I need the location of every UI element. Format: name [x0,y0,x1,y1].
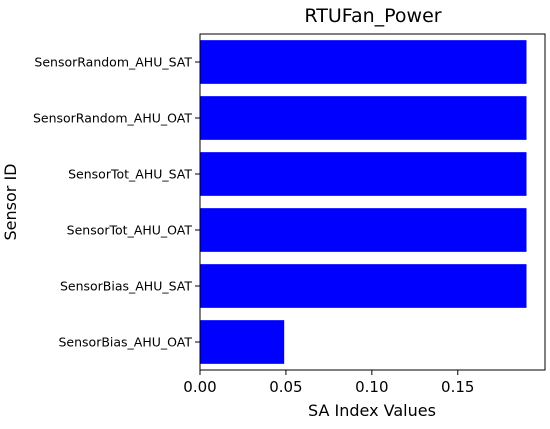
y-tick-label: SensorTot_AHU_SAT [68,167,192,182]
x-axis-label: SA Index Values [308,401,436,420]
y-tick-label: SensorBias_AHU_SAT [60,279,192,294]
bar [200,96,527,140]
x-tick-label: 0.15 [441,378,474,396]
bar [200,152,527,196]
bars-group [200,40,527,364]
plot-frame [199,33,546,371]
x-tick-label: 0.00 [183,378,216,396]
x-tick-label: 0.10 [355,378,388,396]
bar [200,264,527,308]
chart-title: RTUFan_Power [304,5,441,27]
y-tick-label: SensorBias_AHU_OAT [58,335,192,350]
bar [200,320,285,364]
y-tick-label: SensorRandom_AHU_OAT [33,111,192,126]
bar [200,208,527,252]
y-tick-label: SensorTot_AHU_OAT [67,223,193,238]
y-tick-group: SensorRandom_AHU_SAT SensorRandom_AHU_OAT… [33,55,200,350]
bar [200,40,527,84]
x-tick-group: 0.00 0.05 0.10 0.15 [183,370,474,396]
x-tick-label: 0.05 [269,378,302,396]
y-tick-label: SensorRandom_AHU_SAT [34,55,192,70]
y-axis-label: Sensor ID [1,164,20,241]
